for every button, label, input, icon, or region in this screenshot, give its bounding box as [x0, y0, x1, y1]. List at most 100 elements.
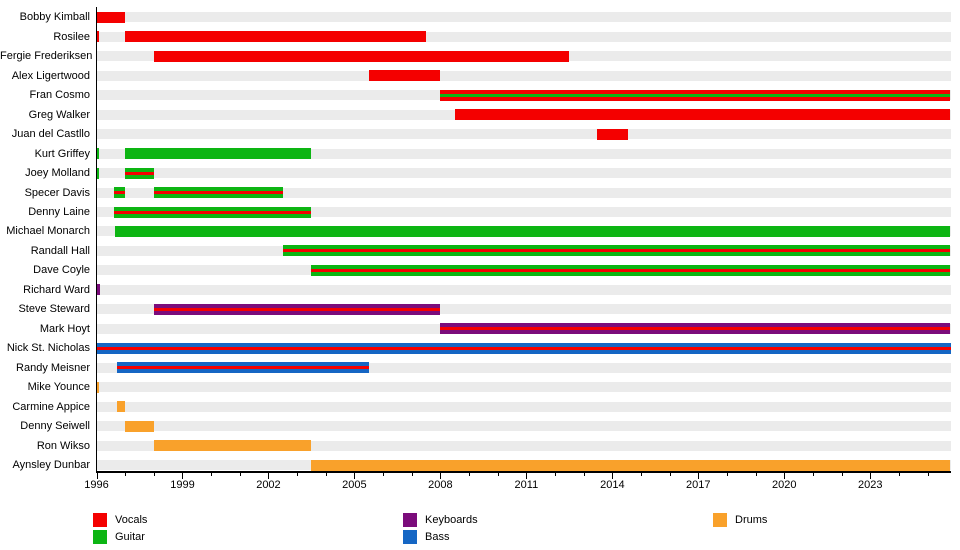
timeline-bar-segment [311, 459, 951, 471]
member-label: Ron Wikso [36, 439, 90, 452]
member-label: Kurt Griffey [34, 147, 90, 160]
timeline-bar-segment [153, 187, 283, 199]
timeline-bar-segment [125, 420, 154, 432]
member-label: Aynsley Dunbar [12, 459, 90, 472]
x-axis-tick-label: 1996 [84, 479, 109, 491]
x-axis-major-tick [526, 472, 528, 479]
x-axis-minor-tick [125, 472, 127, 476]
row-track [96, 168, 951, 179]
row-track [96, 304, 951, 315]
x-axis-tick-label: 1999 [170, 479, 195, 491]
x-axis-minor-tick [411, 472, 413, 476]
x-axis-minor-tick [583, 472, 585, 476]
x-axis-minor-tick [469, 472, 471, 476]
member-label: Michael Monarch [6, 225, 90, 238]
row-track [96, 207, 951, 217]
member-label: Carmine Appice [12, 400, 90, 413]
timeline-bar-segment [440, 89, 951, 101]
x-axis-tick-label: 2011 [514, 479, 539, 491]
x-axis-minor-tick [297, 472, 299, 476]
timeline-bar-segment [368, 70, 441, 82]
x-axis-line [95, 471, 951, 473]
row-track [96, 148, 951, 159]
x-axis-minor-tick [726, 472, 728, 476]
x-axis-minor-tick [669, 472, 671, 476]
row-track [96, 401, 951, 412]
timeline-bar-segment [113, 206, 312, 218]
row-track [96, 382, 951, 393]
legend-label-drums: Drums [735, 514, 768, 526]
timeline-bar-segment [116, 362, 369, 374]
member-label: Joey Molland [25, 167, 90, 180]
member-label: Denny Seiwell [20, 420, 90, 433]
timeline-bar-segment [153, 440, 312, 452]
legend-swatch-keyboards [403, 513, 417, 527]
member-label: Randy Meisner [16, 361, 90, 374]
row-track [96, 129, 951, 140]
timeline-bar-segment [113, 187, 126, 199]
x-axis-tick-label: 2017 [686, 479, 711, 491]
x-axis-minor-tick [898, 472, 900, 476]
x-axis-major-tick [182, 472, 184, 479]
row-track [96, 12, 951, 23]
row-track [96, 440, 951, 451]
row-track [96, 31, 951, 42]
x-axis-major-tick [698, 472, 700, 479]
timeline-bar-segment [311, 264, 951, 276]
timeline-bar-segment [125, 167, 154, 179]
timeline-bar-segment [282, 245, 951, 257]
member-label: Specer Davis [24, 186, 90, 199]
x-axis-minor-tick [497, 472, 499, 476]
timeline-bar-segment [440, 323, 951, 335]
timeline-bar-segment [96, 148, 100, 160]
x-axis-major-tick [784, 472, 786, 479]
row-track [96, 362, 951, 373]
member-label: Fran Cosmo [29, 89, 90, 102]
x-axis-minor-tick [325, 472, 327, 476]
x-axis-major-tick [96, 472, 98, 479]
timeline-bar-segment [96, 381, 100, 393]
timeline-bar-segment [116, 401, 126, 413]
x-axis-minor-tick [555, 472, 557, 476]
member-label: Fergie Frederiksen [0, 50, 93, 63]
member-label: Juan del Castllo [11, 128, 90, 141]
legend-label-vocals: Vocals [115, 514, 148, 526]
row-track [96, 187, 951, 198]
x-axis-tick-label: 2008 [428, 479, 453, 491]
x-axis-minor-tick [383, 472, 385, 476]
legend-swatch-drums [713, 513, 727, 527]
timeline-bar-segment [153, 50, 570, 62]
member-label: Bobby Kimball [19, 11, 90, 24]
timeline-bar-segment [96, 342, 951, 354]
member-label: Dave Coyle [33, 264, 90, 277]
x-axis-major-tick [354, 472, 356, 479]
row-track [96, 421, 951, 432]
legend-label-bass: Bass [425, 531, 450, 543]
timeline-bar-segment [153, 303, 441, 315]
x-axis-minor-tick [755, 472, 757, 476]
timeline-bar-segment [96, 31, 100, 43]
x-axis-major-tick [440, 472, 442, 479]
member-label: Greg Walker [28, 108, 90, 121]
x-axis-major-tick [612, 472, 614, 479]
member-label: Mike Younce [27, 381, 90, 394]
x-axis-tick-label: 2023 [858, 479, 883, 491]
member-label: Denny Laine [28, 206, 90, 218]
y-axis-line [95, 7, 97, 471]
x-axis-tick-label: 2005 [342, 479, 367, 491]
timeline-bar-segment [454, 109, 951, 121]
timeline-bar-segment [125, 31, 427, 43]
timeline-bar-segment [115, 225, 951, 237]
member-label: Alex Ligertwood [11, 69, 90, 82]
legend-swatch-bass [403, 530, 417, 544]
x-axis-minor-tick [640, 472, 642, 476]
x-axis-minor-tick [211, 472, 213, 476]
x-axis-minor-tick [927, 472, 929, 476]
timeline-bar-segment [96, 284, 100, 296]
legend-swatch-vocals [93, 513, 107, 527]
legend-label-keyboards: Keyboards [425, 514, 478, 526]
member-label: Steve Steward [18, 303, 90, 316]
row-track [96, 284, 951, 295]
member-label: Richard Ward [23, 283, 90, 296]
